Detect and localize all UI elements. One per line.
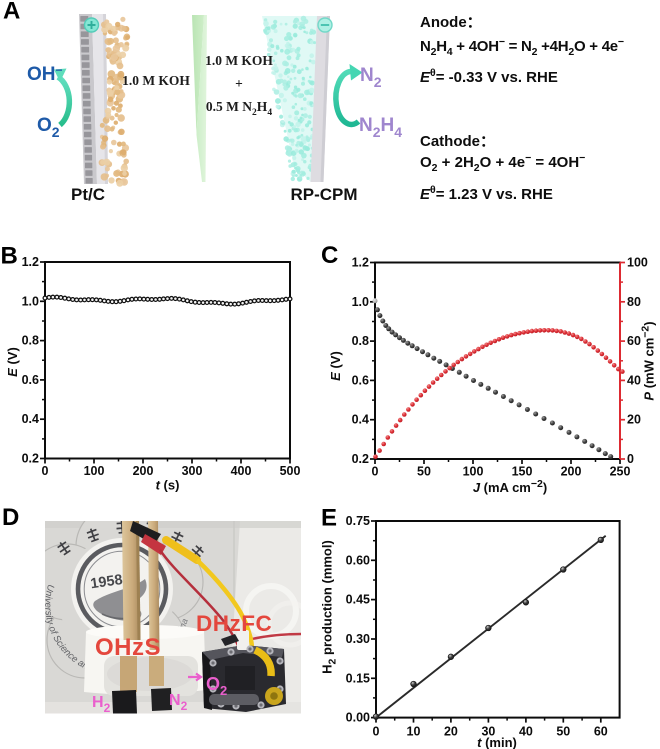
svg-text:20: 20	[627, 413, 641, 427]
svg-text:0.8: 0.8	[22, 334, 39, 348]
svg-text:DHzFC: DHzFC	[196, 611, 272, 636]
svg-text:0.75: 0.75	[346, 514, 370, 528]
svg-text:50: 50	[417, 465, 431, 479]
svg-text:0: 0	[372, 465, 379, 479]
svg-text:D: D	[2, 504, 19, 531]
svg-text:150: 150	[512, 465, 533, 479]
svg-text:+: +	[235, 76, 243, 91]
svg-text:1.2: 1.2	[22, 255, 39, 269]
svg-text:N2: N2	[360, 65, 382, 90]
svg-text:60: 60	[627, 334, 641, 348]
svg-text:A: A	[3, 0, 20, 25]
svg-text:1.2: 1.2	[352, 256, 369, 270]
svg-text:0.6: 0.6	[352, 373, 369, 387]
svg-text:200: 200	[133, 464, 154, 478]
svg-text:0.60: 0.60	[346, 553, 370, 567]
svg-text:0.4: 0.4	[352, 413, 369, 427]
svg-text:0.30: 0.30	[346, 632, 370, 646]
svg-text:C: C	[321, 242, 338, 269]
svg-text:0.8: 0.8	[352, 334, 369, 348]
svg-text:400: 400	[231, 464, 252, 478]
svg-text:0.2: 0.2	[352, 452, 369, 466]
svg-text:B: B	[1, 243, 18, 270]
svg-text:1.0: 1.0	[22, 294, 39, 308]
svg-text:0.00: 0.00	[346, 711, 370, 725]
svg-text:100: 100	[463, 465, 484, 479]
svg-text:300: 300	[182, 464, 203, 478]
svg-text:0: 0	[373, 725, 380, 739]
svg-text:0.45: 0.45	[346, 593, 370, 607]
svg-text:0: 0	[627, 452, 634, 466]
svg-text:OHzS: OHzS	[95, 634, 161, 661]
svg-text:t (min): t (min)	[477, 735, 517, 749]
svg-text:500: 500	[280, 464, 301, 478]
svg-text:30: 30	[481, 725, 495, 739]
svg-text:60: 60	[594, 725, 608, 739]
svg-text:0: 0	[42, 464, 49, 478]
svg-text:0.6: 0.6	[22, 373, 39, 387]
svg-text:1958: 1958	[90, 572, 124, 592]
svg-text:OH−: OH−	[27, 63, 63, 85]
svg-text:0.2: 0.2	[22, 452, 39, 466]
svg-text:E (V): E (V)	[328, 351, 343, 381]
svg-text:RP-CPM: RP-CPM	[290, 185, 357, 204]
svg-text:N2H4: N2H4	[359, 115, 402, 140]
svg-text:Pt/C: Pt/C	[71, 185, 105, 204]
svg-text:250: 250	[610, 465, 631, 479]
svg-text:P (mW cm−2): P (mW cm−2)	[640, 321, 657, 400]
svg-text:E (V): E (V)	[5, 347, 20, 377]
svg-text:E: E	[321, 505, 337, 532]
svg-text:100: 100	[84, 464, 105, 478]
svg-text:0.5 M N2H4: 0.5 M N2H4	[206, 99, 272, 118]
svg-text:80: 80	[627, 295, 641, 309]
svg-text:50: 50	[556, 725, 570, 739]
svg-text:1.0: 1.0	[352, 295, 369, 309]
svg-text:0.4: 0.4	[22, 412, 39, 426]
svg-text:t (s): t (s)	[156, 478, 180, 493]
svg-text:100: 100	[627, 256, 648, 270]
svg-text:10: 10	[407, 725, 421, 739]
svg-text:40: 40	[627, 373, 641, 387]
svg-text:J (mA cm−2): J (mA cm−2)	[473, 478, 547, 495]
svg-text:1.0 M KOH: 1.0 M KOH	[122, 73, 190, 88]
svg-text:20: 20	[444, 725, 458, 739]
svg-text:1.0 M KOH: 1.0 M KOH	[205, 53, 273, 68]
svg-text:40: 40	[519, 725, 533, 739]
svg-text:H2 production (mmol): H2 production (mmol)	[320, 540, 339, 674]
svg-text:0.15: 0.15	[346, 671, 370, 685]
svg-text:200: 200	[561, 465, 582, 479]
svg-text:O2: O2	[37, 115, 60, 140]
